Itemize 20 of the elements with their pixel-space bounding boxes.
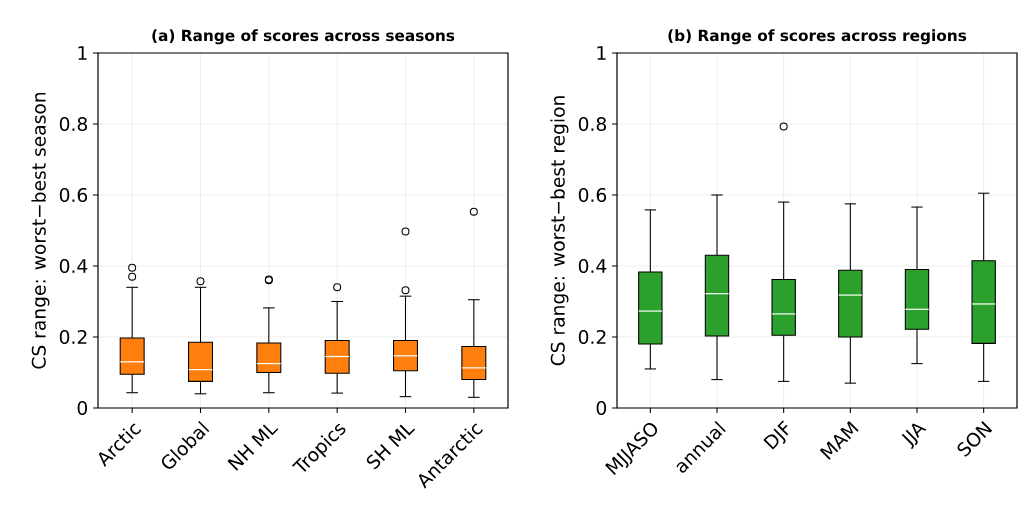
y-tick-label: 0.2 <box>59 329 87 345</box>
y-tick-label: 0 <box>596 400 607 416</box>
y-tick-label: 1 <box>597 46 606 60</box>
y-tick-label: 0.8 <box>578 116 607 132</box>
y-tick-label: 1 <box>78 46 87 60</box>
chart-title: (b) Range of scores across regions <box>668 29 967 45</box>
y-tick-label: 0.6 <box>59 187 88 203</box>
y-axis-title: CS range: worst−best season <box>31 92 50 369</box>
y-tick-label: 0 <box>77 400 88 416</box>
x-tick-label: NH ML <box>227 424 279 471</box>
y-axis-title: CS range: worst−best region <box>550 96 569 366</box>
x-tick-label: SH ML <box>366 424 416 470</box>
y-tick-label: 0.8 <box>59 116 88 132</box>
y-tick-label: 0.2 <box>578 329 606 345</box>
y-tick-label: 0.6 <box>578 187 607 203</box>
x-tick-label: JJA <box>901 423 927 450</box>
y-tick-label: 0.4 <box>578 258 607 274</box>
y-tick-label: 0.4 <box>59 258 88 274</box>
chart-title: (a) Range of scores across seasons <box>152 29 455 45</box>
x-tick-label: DJF <box>763 420 789 450</box>
